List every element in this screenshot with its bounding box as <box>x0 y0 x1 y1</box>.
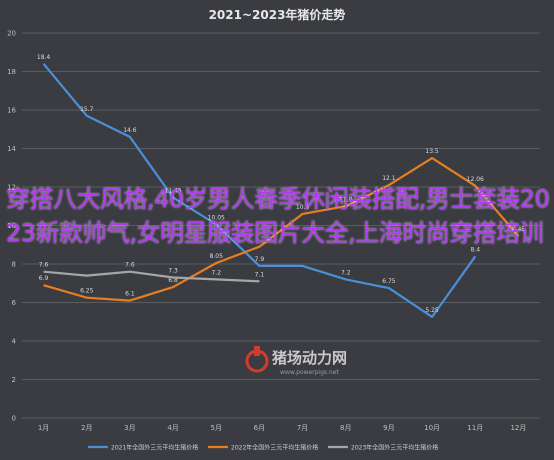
x-tick-label: 1月 <box>38 424 49 432</box>
x-tick-label: 11月 <box>467 424 483 432</box>
series-line-3 <box>43 270 260 283</box>
data-label: 5.25 <box>425 307 439 314</box>
data-label: 7.2 <box>341 269 351 276</box>
x-tick-label: 12月 <box>510 424 526 432</box>
data-label: 6.1 <box>125 291 135 298</box>
y-tick-label: 6 <box>12 299 17 307</box>
data-label: 7.6 <box>125 262 135 269</box>
data-label: 12.06 <box>467 176 484 183</box>
data-label: 12.1 <box>382 175 396 182</box>
data-label: 7.1 <box>255 271 265 278</box>
x-tick-label: 5月 <box>211 424 222 432</box>
y-tick-label: 16 <box>7 107 16 115</box>
y-axis-ticks: 0 2 4 6 8 10 12 14 16 18 20 <box>7 30 16 423</box>
y-tick-label: 18 <box>7 68 16 76</box>
y-tick-label: 12 <box>7 184 16 192</box>
x-axis-ticks: 1月 2月 3月 4月 5月 6月 7月 8月 9月 10月 11月 12月 <box>38 424 527 432</box>
chart-title: 2021~2023年猪价走势 <box>209 7 346 22</box>
data-label: 11.45 <box>164 188 181 195</box>
x-tick-label: 9月 <box>383 424 394 432</box>
data-label: 14.6 <box>123 127 137 134</box>
watermark-url: www.powerpigs.net <box>280 369 339 376</box>
series-group: 18.4 15.7 14.6 11.45 10.05 7.9 7.2 6.75 5.25 8.4 6… <box>37 54 526 318</box>
data-label: 18.4 <box>37 54 51 61</box>
watermark: 猪场动力网 www.powerpigs.net <box>245 346 347 376</box>
y-tick-label: 14 <box>7 145 16 153</box>
data-label: 7.6 <box>39 262 49 269</box>
data-label: 6.9 <box>39 275 49 282</box>
data-label: 15.7 <box>80 106 94 113</box>
y-tick-label: 0 <box>12 415 16 423</box>
data-label: 10.6 <box>296 204 310 211</box>
series-line-1 <box>42 63 477 318</box>
y-tick-label: 8 <box>12 261 16 269</box>
x-tick-label: 6月 <box>254 424 265 432</box>
data-label: 9.45 <box>512 226 526 233</box>
watermark-logo-icon <box>245 346 269 373</box>
y-tick-label: 10 <box>7 222 16 230</box>
data-label: 6.75 <box>382 278 396 285</box>
legend-label: 2021年全国外三元平均生猪价格 <box>111 444 198 452</box>
watermark-brand: 猪场动力网 <box>271 349 347 367</box>
data-label: 7.3 <box>168 267 178 274</box>
x-tick-label: 10月 <box>424 424 440 432</box>
x-tick-label: 7月 <box>297 424 308 432</box>
data-label: 7.9 <box>255 256 265 263</box>
data-label: 11.0 <box>339 196 353 203</box>
data-label: 13.5 <box>425 148 439 155</box>
data-label: 8.05 <box>210 253 224 260</box>
legend-label: 2022年全国外三元平均生猪价格 <box>231 444 318 452</box>
data-label: 8.4 <box>470 246 480 253</box>
data-label: 6.8 <box>168 277 178 284</box>
y-tick-label: 20 <box>7 30 16 38</box>
y-tick-label: 2 <box>12 376 16 384</box>
data-label: 7.2 <box>211 269 221 276</box>
legend: 2021年全国外三元平均生猪价格 2022年全国外三元平均生猪价格 2023年全国外… <box>88 444 438 452</box>
y-tick-label: 4 <box>12 338 17 346</box>
x-tick-label: 4月 <box>167 424 178 432</box>
data-label: 6.25 <box>80 288 94 295</box>
legend-label: 2023年全国外三元平均生猪价格 <box>351 444 438 452</box>
data-label: 10.05 <box>208 215 225 222</box>
x-tick-label: 2月 <box>81 424 92 432</box>
series-line-2 <box>43 157 520 302</box>
grid-lines <box>22 32 540 419</box>
x-tick-label: 3月 <box>124 424 135 432</box>
x-tick-label: 8月 <box>340 424 351 432</box>
